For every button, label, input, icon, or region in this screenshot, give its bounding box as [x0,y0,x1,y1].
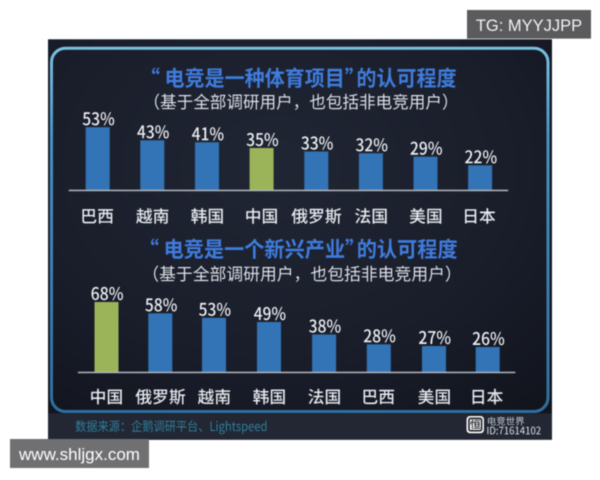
svg-text:TG: MYYJJPP: TG: MYYJJPP [476,17,582,35]
svg-text:www.shljgx.com: www.shljgx.com [18,445,140,464]
